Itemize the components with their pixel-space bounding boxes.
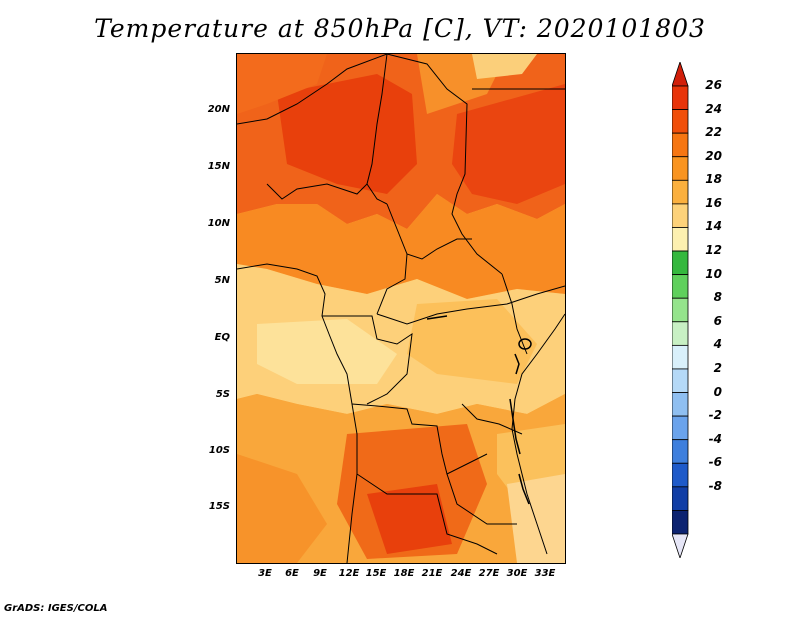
- lon-label-24e: 24E: [450, 568, 472, 579]
- colorbar-segment: [672, 274, 689, 299]
- colorbar-tick-label: 24: [705, 101, 722, 116]
- colorbar-top-arrow: [672, 62, 689, 87]
- colorbar-segment: [672, 510, 689, 535]
- colorbar-tick-label: 20: [705, 148, 722, 163]
- lat-label-10s: 10S: [208, 445, 230, 456]
- colorbar-segment: [672, 297, 689, 323]
- colorbar-segment: [672, 462, 689, 488]
- colorbar-tick-label: 2: [713, 360, 722, 375]
- lat-label-20n: 20N: [207, 104, 230, 115]
- lon-label-6e: 6E: [285, 568, 299, 579]
- colorbar-tick-label: 26: [705, 78, 722, 92]
- colorbar-segment: [672, 179, 689, 205]
- lon-label-18e: 18E: [393, 568, 415, 579]
- lat-label-eq: EQ: [214, 332, 230, 343]
- colorbar-segment: [672, 344, 689, 370]
- lon-label-15e: 15E: [365, 568, 387, 579]
- colorbar-tick-label: 4: [713, 337, 722, 352]
- lat-label-15n: 15N: [207, 161, 230, 172]
- colorbar-segment: [672, 85, 689, 110]
- colorbar-tick-label: -2: [708, 408, 722, 423]
- colorbar: [672, 62, 689, 558]
- colorbar-segment: [672, 439, 689, 464]
- lat-label-5n: 5N: [214, 275, 230, 286]
- colorbar-tick-label: 12: [705, 243, 722, 258]
- lon-label-9e: 9E: [313, 568, 327, 579]
- colorbar-tick-label: 22: [705, 125, 722, 140]
- lat-label-15s: 15S: [208, 501, 230, 512]
- lat-label-10n: 10N: [207, 218, 230, 229]
- colorbar-segment: [672, 156, 689, 181]
- colorbar-tick-label: 6: [713, 313, 722, 328]
- colorbar-bottom-arrow: [672, 533, 689, 558]
- colorbar-segment: [672, 132, 689, 158]
- colorbar-segment: [672, 250, 689, 276]
- colorbar-segment: [672, 227, 689, 252]
- colorbar-tick-label: 8: [713, 290, 722, 305]
- colorbar-tick-label: 18: [705, 172, 722, 187]
- lon-label-3e: 3E: [258, 568, 272, 579]
- colorbar-tick-label: -4: [708, 431, 722, 446]
- lon-label-27e: 27E: [478, 568, 500, 579]
- lon-label-12e: 12E: [338, 568, 360, 579]
- colorbar-segment: [672, 392, 689, 417]
- colorbar-tick-label: 10: [705, 266, 722, 281]
- colorbar-tick-label: 16: [705, 195, 722, 210]
- lon-label-33e: 33E: [534, 568, 556, 579]
- lat-label-5s: 5S: [215, 389, 230, 400]
- colorbar-tick-label: -8: [708, 478, 722, 493]
- colorbar-tick-label: 0: [713, 384, 722, 399]
- colorbar-segment: [672, 321, 689, 346]
- colorbar-segment: [672, 203, 689, 228]
- footer-credit: GrADS: IGES/COLA: [4, 603, 108, 614]
- lon-label-30e: 30E: [506, 568, 528, 579]
- temperature-field: [237, 54, 565, 563]
- colorbar-segment: [672, 109, 689, 134]
- map-panel: [236, 53, 566, 564]
- colorbar-tick-label: 14: [705, 219, 722, 234]
- colorbar-segment: [672, 368, 689, 393]
- colorbar-segment: [672, 415, 689, 441]
- colorbar-segment: [672, 486, 689, 511]
- chart-title: Temperature at 850hPa [C], VT: 202010180…: [94, 14, 706, 43]
- lon-label-21e: 21E: [421, 568, 443, 579]
- colorbar-tick-label: -6: [708, 455, 722, 470]
